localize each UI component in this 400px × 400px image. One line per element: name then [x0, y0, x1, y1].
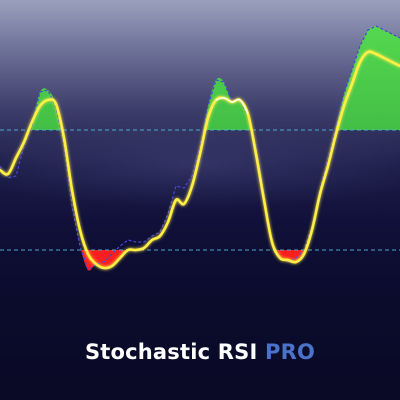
peak-highlight — [215, 97, 249, 115]
overbought-zone-fill — [0, 26, 400, 130]
fast-line-series — [0, 50, 400, 270]
oversold-zone-fill — [0, 250, 400, 271]
title-pro-badge: PRO — [265, 340, 316, 364]
slow-line-series — [0, 25, 400, 271]
chart-title: Stochastic RSI PRO — [0, 340, 400, 364]
title-main-text: Stochastic RSI — [84, 340, 258, 364]
stoch-rsi-chart — [0, 25, 400, 271]
